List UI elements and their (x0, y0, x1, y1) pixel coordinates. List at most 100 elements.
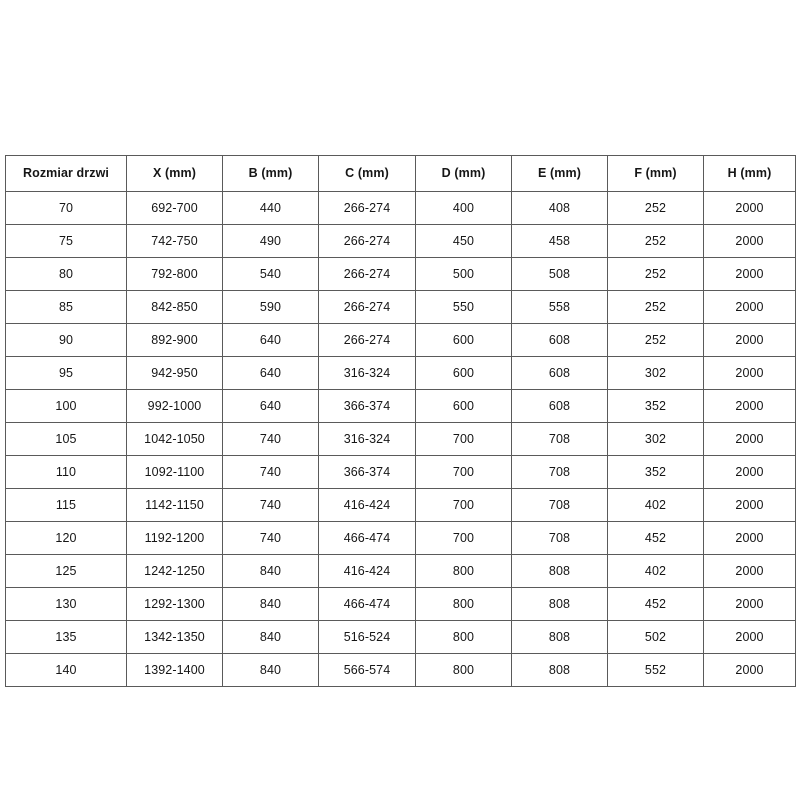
cell-value: 466-474 (318, 587, 416, 621)
cell-door-size: 130 (5, 587, 127, 621)
cell-value: 840 (222, 620, 319, 654)
table-row: 100 992-1000 640 366-374 600 608 352 2000 (5, 389, 796, 423)
cell-door-size: 100 (5, 389, 127, 423)
cell-value: 452 (607, 587, 704, 621)
cell-value: 252 (607, 224, 704, 258)
table-row: 125 1242-1250 840 416-424 800 808 402 2000 (5, 554, 796, 588)
column-header-1: X (mm) (126, 155, 223, 192)
cell-value: 2000 (703, 587, 796, 621)
cell-value: 640 (222, 356, 319, 390)
cell-value: 402 (607, 488, 704, 522)
cell-value: 450 (415, 224, 512, 258)
cell-value: 1092-1100 (126, 455, 223, 489)
cell-value: 640 (222, 389, 319, 423)
cell-value: 302 (607, 356, 704, 390)
cell-value: 2000 (703, 488, 796, 522)
column-header-7: H (mm) (703, 155, 796, 192)
table-header-row: Rozmiar drzwi X (mm) B (mm) C (mm) D (mm) E (… (5, 155, 796, 192)
cell-value: 466-474 (318, 521, 416, 555)
column-header-0: Rozmiar drzwi (5, 155, 127, 192)
cell-value: 458 (511, 224, 608, 258)
cell-value: 700 (415, 488, 512, 522)
cell-value: 2000 (703, 224, 796, 258)
cell-value: 2000 (703, 389, 796, 423)
column-header-2: B (mm) (222, 155, 319, 192)
cell-value: 2000 (703, 422, 796, 456)
cell-door-size: 85 (5, 290, 127, 324)
cell-value: 2000 (703, 620, 796, 654)
cell-value: 600 (415, 356, 512, 390)
cell-value: 2000 (703, 554, 796, 588)
cell-value: 800 (415, 587, 512, 621)
cell-value: 692-700 (126, 191, 223, 225)
table-row: 135 1342-1350 840 516-524 800 808 502 2000 (5, 620, 796, 654)
cell-door-size: 95 (5, 356, 127, 390)
cell-value: 452 (607, 521, 704, 555)
table-row: 70 692-700 440 266-274 400 408 252 2000 (5, 191, 796, 225)
cell-value: 550 (415, 290, 512, 324)
cell-value: 1042-1050 (126, 422, 223, 456)
cell-value: 2000 (703, 653, 796, 687)
cell-value: 808 (511, 554, 608, 588)
cell-value: 316-324 (318, 422, 416, 456)
cell-value: 252 (607, 290, 704, 324)
cell-value: 558 (511, 290, 608, 324)
cell-value: 408 (511, 191, 608, 225)
cell-door-size: 120 (5, 521, 127, 555)
cell-door-size: 105 (5, 422, 127, 456)
table-row: 90 892-900 640 266-274 600 608 252 2000 (5, 323, 796, 357)
column-header-3: C (mm) (318, 155, 416, 192)
cell-value: 366-374 (318, 389, 416, 423)
table-row: 115 1142-1150 740 416-424 700 708 402 2000 (5, 488, 796, 522)
cell-value: 700 (415, 422, 512, 456)
cell-value: 316-324 (318, 356, 416, 390)
table-row: 85 842-850 590 266-274 550 558 252 2000 (5, 290, 796, 324)
cell-door-size: 75 (5, 224, 127, 258)
cell-value: 808 (511, 653, 608, 687)
cell-value: 2000 (703, 455, 796, 489)
cell-value: 800 (415, 554, 512, 588)
cell-value: 740 (222, 422, 319, 456)
cell-door-size: 135 (5, 620, 127, 654)
cell-value: 416-424 (318, 554, 416, 588)
cell-value: 490 (222, 224, 319, 258)
cell-value: 708 (511, 488, 608, 522)
cell-value: 540 (222, 257, 319, 291)
cell-value: 302 (607, 422, 704, 456)
cell-door-size: 70 (5, 191, 127, 225)
cell-door-size: 90 (5, 323, 127, 357)
table-row: 105 1042-1050 740 316-324 700 708 302 2000 (5, 422, 796, 456)
column-header-4: D (mm) (415, 155, 512, 192)
cell-value: 792-800 (126, 257, 223, 291)
cell-door-size: 80 (5, 257, 127, 291)
table-row: 80 792-800 540 266-274 500 508 252 2000 (5, 257, 796, 291)
cell-value: 2000 (703, 323, 796, 357)
cell-value: 266-274 (318, 323, 416, 357)
cell-value: 440 (222, 191, 319, 225)
cell-value: 600 (415, 389, 512, 423)
cell-value: 500 (415, 257, 512, 291)
cell-value: 1392-1400 (126, 653, 223, 687)
cell-value: 708 (511, 521, 608, 555)
door-size-spec-table: Rozmiar drzwi X (mm) B (mm) C (mm) D (mm) E (… (5, 155, 796, 687)
cell-value: 252 (607, 323, 704, 357)
table-row: 130 1292-1300 840 466-474 800 808 452 2000 (5, 587, 796, 621)
cell-value: 352 (607, 455, 704, 489)
cell-value: 800 (415, 653, 512, 687)
cell-door-size: 125 (5, 554, 127, 588)
cell-value: 2000 (703, 257, 796, 291)
cell-value: 416-424 (318, 488, 416, 522)
cell-value: 808 (511, 620, 608, 654)
table-row: 75 742-750 490 266-274 450 458 252 2000 (5, 224, 796, 258)
cell-value: 808 (511, 587, 608, 621)
cell-value: 552 (607, 653, 704, 687)
cell-value: 600 (415, 323, 512, 357)
table-header: Rozmiar drzwi X (mm) B (mm) C (mm) D (mm) E (… (5, 155, 796, 192)
cell-value: 608 (511, 323, 608, 357)
cell-value: 742-750 (126, 224, 223, 258)
cell-value: 1292-1300 (126, 587, 223, 621)
cell-value: 840 (222, 587, 319, 621)
cell-value: 708 (511, 422, 608, 456)
cell-door-size: 140 (5, 653, 127, 687)
cell-value: 366-374 (318, 455, 416, 489)
